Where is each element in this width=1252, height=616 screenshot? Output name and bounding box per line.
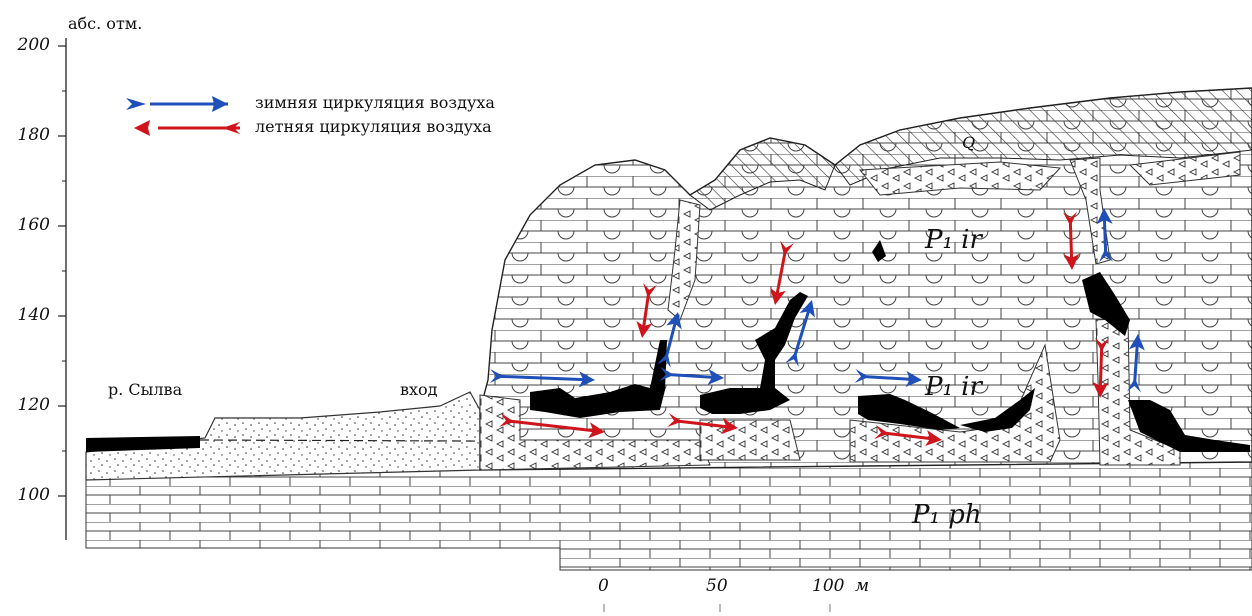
bedrock-lower [85, 461, 1252, 571]
quaternary-cover [834, 87, 1252, 186]
scale-tick-100: 100 [812, 576, 845, 596]
y-tick-100: 100 [17, 485, 50, 505]
cave-passages [530, 240, 1250, 452]
formation-label-middle: P₁ ir [925, 372, 982, 402]
quaternary-cover-west [689, 137, 836, 211]
y-axis [58, 38, 67, 540]
scale-unit: м [855, 576, 870, 596]
y-tick-180: 180 [17, 125, 50, 145]
winter-arrow-shaft-3 [1096, 208, 1113, 263]
legend-summer-label: летняя циркуляция воздуха [255, 117, 492, 136]
legend-winter-arrow [126, 96, 228, 112]
winter-arrow-shaft-4 [1127, 334, 1145, 393]
scale-tick-0: 0 [598, 576, 609, 596]
legend-winter-label: зимняя циркуляция воздуха [255, 93, 495, 112]
y-tick-160: 160 [17, 215, 50, 235]
winter-arrow-passage-1 [659, 367, 724, 385]
rubble-zones [479, 151, 1241, 471]
alluvium [85, 391, 481, 481]
scale-tick-50: 50 [706, 576, 728, 596]
entrance-label: вход [400, 380, 438, 399]
summer-arrow-entrance [499, 413, 605, 439]
summer-arrow-passage-2 [874, 425, 942, 447]
summer-arrow-shaft-3 [1063, 211, 1080, 270]
y-axis-ticks [58, 45, 66, 497]
formation-label-lower: P₁ ph [912, 500, 982, 530]
winter-arrow-entrance [489, 369, 595, 388]
summer-arrow-shaft-2 [770, 240, 794, 305]
summer-arrow-passage-1 [667, 413, 738, 435]
scale-bar [603, 604, 831, 612]
winter-arrow-shaft-2 [785, 300, 815, 368]
y-tick-120: 120 [17, 395, 50, 415]
y-tick-140: 140 [17, 305, 50, 325]
legend-summer-arrow [134, 120, 240, 136]
winter-arrow-shaft-1 [657, 312, 682, 368]
summer-arrow-shaft-4 [1092, 337, 1109, 398]
circulation-arrows [489, 208, 1145, 447]
y-tick-200: 200 [17, 35, 50, 55]
winter-arrow-passage-2 [854, 369, 922, 388]
summer-arrow-shaft-1 [636, 282, 657, 338]
quaternary-label: Q [962, 133, 976, 152]
formation-label-upper: P₁ ir [925, 225, 982, 255]
y-axis-title: абс. отм. [68, 14, 143, 33]
river-water [86, 436, 200, 452]
river-label: р. Сылва [108, 380, 183, 399]
